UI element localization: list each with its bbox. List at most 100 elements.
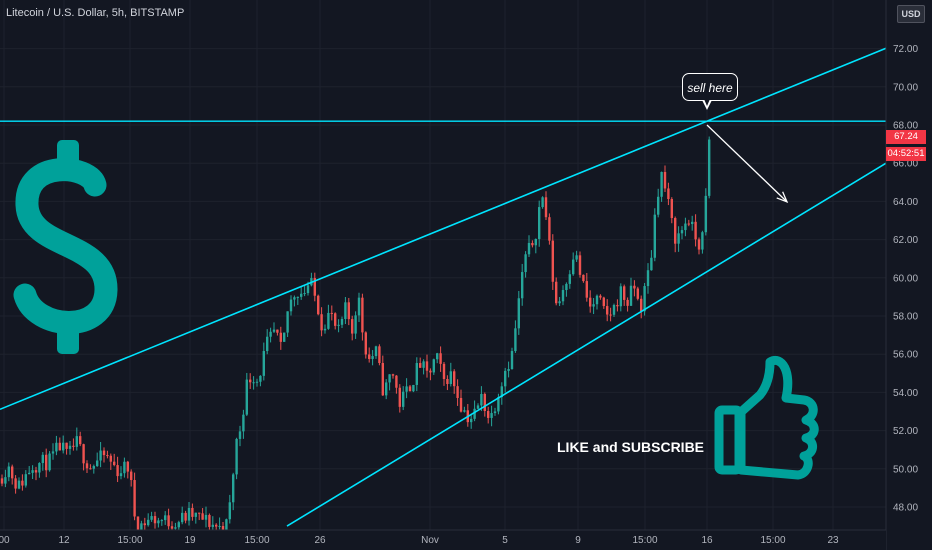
candle-body xyxy=(75,436,78,447)
candle-body xyxy=(405,386,408,392)
time-tick-label: 15:00 xyxy=(632,535,657,546)
candle-body xyxy=(504,370,507,387)
candle-body xyxy=(181,512,184,523)
currency-badge[interactable]: USD xyxy=(897,5,925,23)
candle-body xyxy=(96,460,99,467)
candle-body xyxy=(153,516,157,524)
candle-body xyxy=(255,381,259,383)
candle-body xyxy=(344,302,347,320)
time-axis[interactable]: 00 12 15:00 19 15:00 26 Nov 5 9 15:00 16 15:00 23 xyxy=(0,529,886,550)
price-tick-label: 48.00 xyxy=(893,503,918,514)
candle-body xyxy=(133,480,136,517)
candle-body xyxy=(82,444,85,464)
last-price-tag: 67.24 xyxy=(886,130,926,144)
price-tick-label: 66.00 xyxy=(893,159,918,170)
candle-body xyxy=(238,431,242,439)
candle-body xyxy=(150,516,153,520)
candle-body xyxy=(85,463,89,469)
candle-body xyxy=(113,461,116,466)
candle-body xyxy=(184,512,187,521)
candle-body xyxy=(500,386,503,398)
candle-body xyxy=(364,332,367,355)
price-axis-bg xyxy=(886,0,932,550)
candle-body xyxy=(412,384,415,392)
candle-body xyxy=(694,221,697,240)
candle-body xyxy=(347,302,350,320)
price-tick-label: 68.00 xyxy=(893,121,918,132)
candle-body xyxy=(585,281,588,298)
candle-body xyxy=(507,368,510,371)
candle-body xyxy=(626,299,629,306)
price-tick-label: 60.00 xyxy=(893,273,918,284)
candle-body xyxy=(619,286,622,307)
candle-body xyxy=(164,515,167,521)
candle-body xyxy=(436,353,439,360)
candle-body xyxy=(687,223,690,225)
candle-body xyxy=(34,470,38,473)
price-tick-label: 50.00 xyxy=(893,464,918,475)
candle-body xyxy=(68,445,72,449)
price-axis[interactable]: 48.00 50.00 52.00 54.00 56.00 58.00 60.00 62.00… xyxy=(885,0,932,550)
price-tick-label: 58.00 xyxy=(893,312,918,323)
candle-body xyxy=(510,351,514,369)
candle-body xyxy=(527,242,531,255)
candle-body xyxy=(629,285,633,306)
candle-body xyxy=(599,295,602,298)
chart-title: Litecoin / U.S. Dollar, 5h, BITSTAMP xyxy=(6,7,185,19)
candle-body xyxy=(130,471,133,481)
candle-body xyxy=(48,453,51,471)
candle-body xyxy=(429,370,432,373)
candle-body xyxy=(317,295,320,315)
candle-body xyxy=(208,514,211,527)
candle-body xyxy=(544,197,548,218)
candle-body xyxy=(58,442,61,451)
candle-body xyxy=(483,393,486,412)
bar-countdown-tag: 04:52:51 xyxy=(886,147,926,161)
time-tick-label: 26 xyxy=(314,535,326,546)
candle-body xyxy=(28,472,31,475)
candle-body xyxy=(473,408,476,419)
candle-body xyxy=(106,455,109,457)
candle-body xyxy=(541,197,544,208)
candle-body xyxy=(463,410,466,412)
candle-body xyxy=(439,353,442,364)
dollar-s-curve xyxy=(13,158,118,334)
candle-body xyxy=(381,363,384,396)
candle-body xyxy=(514,328,517,352)
candle-body xyxy=(538,207,541,239)
price-tick-label: 56.00 xyxy=(893,350,918,361)
candle-body xyxy=(89,468,92,470)
candle-body xyxy=(167,515,170,527)
candle-body xyxy=(14,478,17,489)
candle-body xyxy=(674,218,677,244)
candle-body xyxy=(636,288,639,299)
time-tick-label: 15:00 xyxy=(760,535,785,546)
candle-body xyxy=(17,480,21,489)
candle-body xyxy=(589,297,592,307)
candle-body xyxy=(646,270,650,287)
candle-body xyxy=(194,512,197,517)
candle-body xyxy=(361,297,364,333)
candle-body xyxy=(388,374,391,383)
candle-body xyxy=(235,438,238,475)
candle-body xyxy=(303,293,306,295)
time-tick-label: 9 xyxy=(575,535,581,546)
time-tick-label: 12 xyxy=(58,535,70,546)
time-tick-label: 19 xyxy=(184,535,196,546)
candle-body xyxy=(371,356,374,359)
candle-body xyxy=(204,514,208,520)
candle-body xyxy=(701,232,704,250)
candle-body xyxy=(92,466,95,469)
candle-body xyxy=(667,188,670,200)
candle-body xyxy=(123,461,126,474)
candle-body xyxy=(313,278,316,296)
candle-body xyxy=(340,319,344,325)
candle-body xyxy=(126,461,129,472)
candle-body xyxy=(425,361,429,371)
candle-body xyxy=(211,524,214,527)
candle-body xyxy=(174,527,177,529)
trendline-drawings[interactable] xyxy=(0,47,887,527)
sell-here-callout: sell here xyxy=(682,73,738,101)
candle-body xyxy=(517,298,520,329)
